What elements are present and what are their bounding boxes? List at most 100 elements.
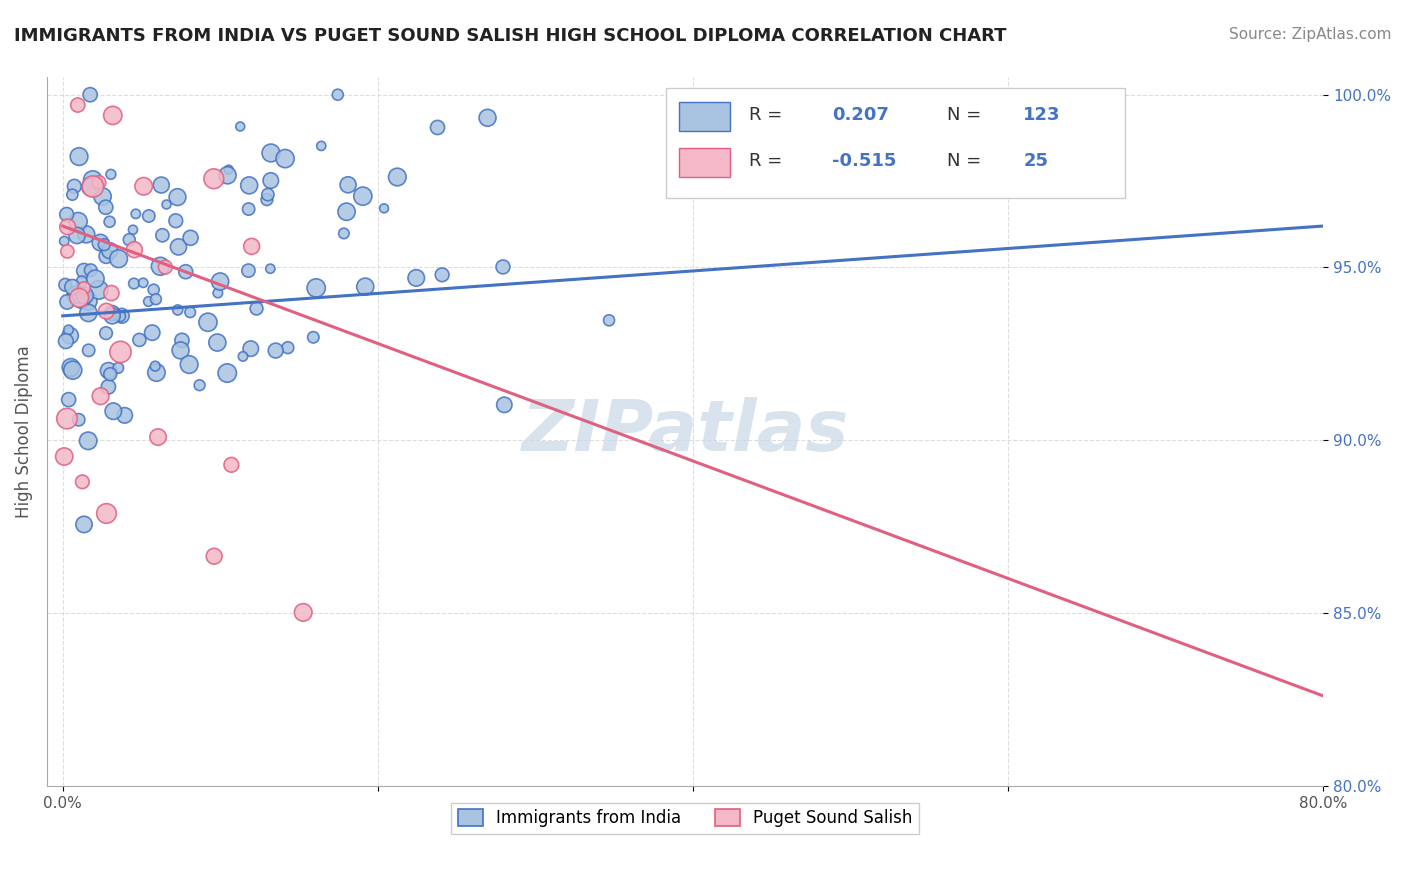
Point — [260, 173, 283, 187]
Point — [232, 350, 254, 364]
Point — [128, 333, 150, 347]
Text: N =: N = — [946, 106, 981, 124]
Point — [326, 87, 349, 102]
Point — [98, 215, 121, 229]
Text: 0.207: 0.207 — [832, 106, 889, 124]
Point — [55, 334, 77, 348]
Point — [108, 310, 131, 324]
Point — [66, 98, 89, 112]
Legend: Immigrants from India, Puget Sound Salish: Immigrants from India, Puget Sound Salis… — [451, 803, 920, 834]
Point — [277, 341, 299, 355]
Point — [93, 237, 115, 252]
Point — [335, 204, 357, 219]
Point — [405, 271, 427, 285]
Point — [167, 240, 190, 254]
Point — [56, 244, 79, 259]
Point — [98, 244, 121, 258]
Point — [124, 243, 146, 257]
Point — [260, 145, 283, 160]
Point — [59, 328, 82, 343]
Point — [73, 264, 96, 278]
FancyBboxPatch shape — [666, 88, 1125, 198]
Point — [165, 213, 187, 227]
Point — [62, 363, 84, 377]
Point — [179, 358, 201, 372]
Point — [82, 173, 104, 187]
Point — [149, 260, 172, 274]
Text: ZIPatlas: ZIPatlas — [522, 397, 849, 467]
Point — [97, 363, 120, 377]
Point — [73, 517, 96, 532]
Point — [56, 219, 79, 234]
Point — [84, 271, 107, 285]
Point — [63, 179, 86, 194]
FancyBboxPatch shape — [679, 103, 730, 130]
Point — [305, 281, 328, 295]
Point — [169, 343, 191, 358]
Point — [197, 315, 219, 329]
Point — [58, 392, 80, 407]
Point — [53, 277, 76, 292]
Point — [387, 169, 409, 184]
Point — [73, 281, 96, 295]
Point — [430, 268, 453, 282]
Point — [70, 293, 93, 307]
Point — [77, 293, 100, 308]
Point — [89, 235, 111, 250]
Point — [218, 162, 240, 177]
Point — [264, 343, 287, 358]
Point — [239, 342, 262, 356]
Point — [166, 190, 188, 204]
Point — [492, 260, 515, 274]
Point — [67, 413, 90, 427]
Point — [221, 458, 243, 472]
Point — [67, 150, 90, 164]
Point — [122, 223, 145, 237]
Point — [209, 275, 232, 289]
Point — [302, 330, 325, 344]
Point — [111, 309, 134, 323]
Point — [179, 305, 201, 319]
Point — [72, 475, 94, 489]
Point — [79, 87, 101, 102]
Point — [53, 234, 76, 248]
Point — [274, 152, 297, 166]
Point — [174, 265, 197, 279]
Point — [202, 549, 225, 564]
Point — [60, 363, 83, 377]
Point — [75, 227, 97, 242]
Point — [180, 231, 202, 245]
Point — [87, 283, 110, 297]
Point — [62, 280, 84, 294]
Point — [96, 249, 118, 263]
Point — [103, 404, 125, 418]
Point — [166, 302, 188, 317]
Point — [59, 360, 82, 375]
Point — [170, 334, 193, 348]
Y-axis label: High School Diploma: High School Diploma — [15, 345, 32, 518]
Point — [80, 263, 103, 277]
Point — [132, 276, 155, 290]
Point — [145, 366, 167, 380]
Point — [70, 274, 93, 288]
Point — [118, 233, 141, 247]
Point — [114, 409, 136, 423]
Point — [55, 207, 77, 221]
Point — [142, 283, 165, 297]
Point — [107, 360, 129, 375]
Point — [82, 179, 104, 194]
Point — [373, 202, 395, 216]
Point — [155, 260, 177, 274]
Point — [309, 139, 332, 153]
Point — [202, 171, 225, 186]
Point — [60, 187, 83, 202]
Point — [77, 306, 100, 320]
Point — [91, 189, 114, 203]
Point — [67, 291, 90, 305]
Point — [138, 294, 160, 309]
Point — [98, 367, 121, 381]
Point — [494, 398, 516, 412]
Point — [207, 285, 229, 300]
Text: 123: 123 — [1024, 106, 1060, 124]
Point — [94, 200, 117, 214]
